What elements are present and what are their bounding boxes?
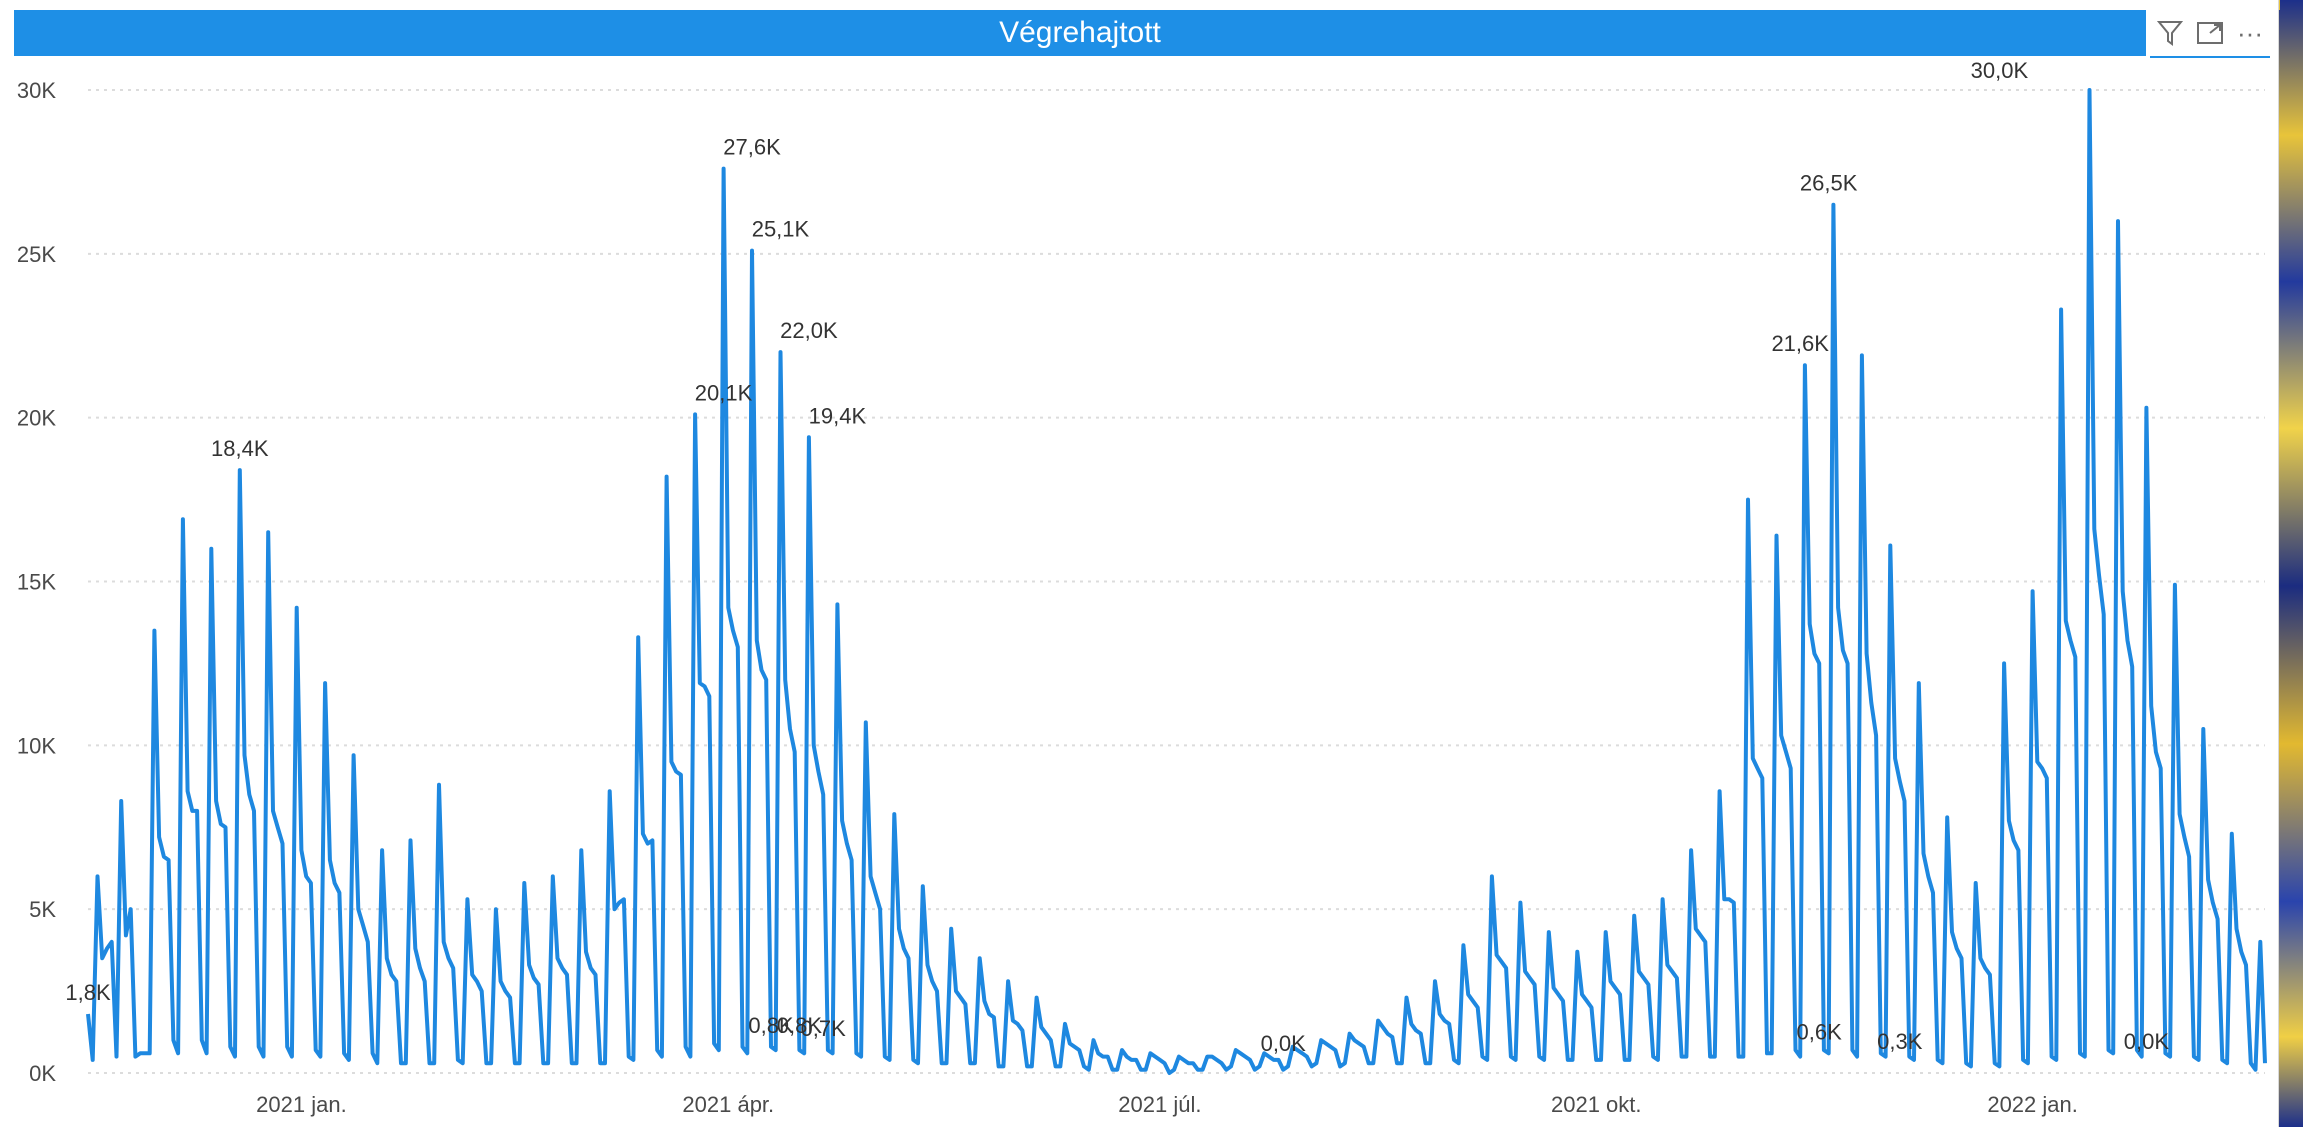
data-label: 22,0K — [780, 318, 838, 343]
more-options-icon[interactable]: ··· — [2237, 17, 2263, 48]
y-tick-label: 0K — [29, 1061, 56, 1086]
background-decoration — [2278, 0, 2303, 1127]
data-label: 0,6K — [1797, 1019, 1843, 1044]
x-tick-label: 2021 okt. — [1551, 1092, 1642, 1117]
x-tick-label: 2021 jan. — [256, 1092, 347, 1117]
data-label: 18,4K — [211, 436, 269, 461]
x-tick-label: 2022 jan. — [1987, 1092, 2078, 1117]
data-label: 20,1K — [695, 380, 753, 405]
gridlines — [88, 89, 2265, 1074]
data-label: 26,5K — [1800, 171, 1858, 196]
data-label: 19,4K — [809, 403, 867, 428]
filter-icon[interactable] — [2153, 14, 2187, 52]
x-axis: 2021 jan. 2021 ápr. 2021 júl. 2021 okt. 2022… — [256, 1092, 2078, 1117]
data-label: 30,0K — [1971, 58, 2029, 83]
data-label: 0,0K — [1261, 1031, 1307, 1056]
x-tick-label: 2021 júl. — [1118, 1092, 1201, 1117]
data-label: 0,8K — [748, 1013, 794, 1038]
focus-mode-icon[interactable] — [2193, 14, 2227, 52]
data-label: 21,6K — [1771, 331, 1829, 356]
y-tick-label: 5K — [29, 897, 56, 922]
y-tick-label: 30K — [17, 78, 56, 103]
y-tick-label: 10K — [17, 733, 56, 758]
data-labels: 1,8K18,4K20,1K27,6K25,1K22,0K19,4K0,8K0,… — [65, 58, 2169, 1056]
data-label: 0,8K — [777, 1013, 823, 1038]
y-tick-label: 15K — [17, 570, 56, 595]
data-label: 0,3K — [1877, 1029, 1923, 1054]
y-tick-label: 20K — [17, 406, 56, 431]
visual-title: Végrehajtott — [999, 16, 1161, 49]
data-label: 1,8K — [65, 980, 111, 1005]
y-tick-label: 25K — [17, 242, 56, 267]
x-tick-label: 2021 ápr. — [682, 1092, 774, 1117]
y-axis: 0K 5K 10K 15K 20K 25K 30K — [17, 78, 56, 1086]
visual-title-bar: Végrehajtott — [14, 10, 2146, 56]
series-line — [86, 88, 2267, 1075]
data-label: 0,0K — [2124, 1029, 2170, 1054]
visual-header-toolbar: ··· — [2150, 10, 2270, 58]
data-label: 27,6K — [723, 135, 781, 160]
data-label: 25,1K — [752, 217, 810, 242]
data-label: 0,7K — [801, 1016, 847, 1041]
